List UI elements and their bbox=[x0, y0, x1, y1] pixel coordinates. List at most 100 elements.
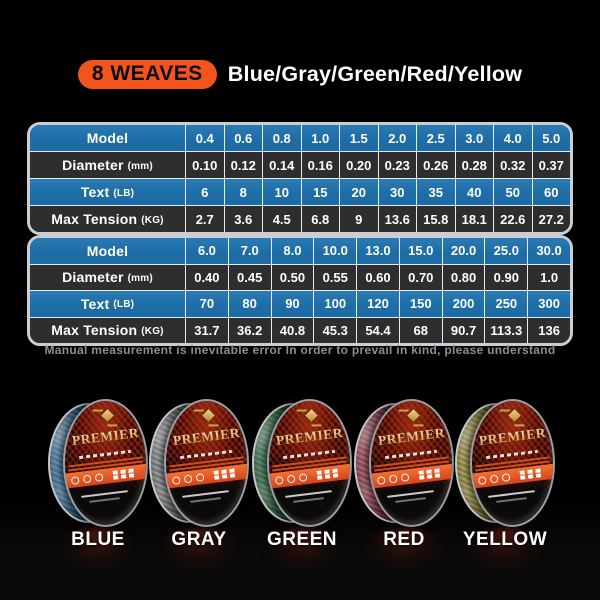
spec-mini-blocks bbox=[316, 467, 342, 480]
spec-mini-blocks bbox=[112, 467, 138, 480]
spec-value: 3.6 bbox=[223, 206, 263, 232]
spec-value: 18.1 bbox=[454, 206, 494, 232]
spec-value: 40 bbox=[454, 179, 494, 205]
spec-value: 0.70 bbox=[398, 264, 442, 290]
spec-value: 15.8 bbox=[416, 206, 455, 232]
label-website-line bbox=[395, 497, 427, 503]
feature-icon bbox=[400, 472, 410, 482]
spec-value: 25.0 bbox=[484, 238, 527, 264]
feature-icon bbox=[388, 474, 398, 483]
spool-label-face: PREMIER bbox=[63, 399, 148, 527]
row-label-text: Text bbox=[80, 184, 110, 200]
row-label-text: Max Tension bbox=[51, 322, 138, 339]
feature-icon bbox=[477, 475, 487, 485]
spec-table-large-sizes: Model 6.0 7.0 8.0 10.0 13.0 15.0 20.0 25.0 30.0 Di… bbox=[27, 235, 573, 346]
spec-value: 1.5 bbox=[339, 125, 378, 151]
spec-value: 0.40 bbox=[185, 264, 228, 290]
label-orange-band bbox=[371, 463, 452, 490]
row-unit-text: (LB) bbox=[113, 187, 135, 199]
feature-icon bbox=[298, 472, 308, 482]
spec-value: 30.0 bbox=[527, 238, 570, 264]
spec-value: 250 bbox=[484, 291, 527, 317]
row-label-text: Text bbox=[80, 295, 110, 312]
row-unit-text: (mm) bbox=[127, 272, 153, 284]
color-name-label: BLUE bbox=[71, 529, 125, 550]
row-label: Diameter (mm) bbox=[30, 152, 185, 178]
spec-value: 20 bbox=[339, 179, 378, 205]
brand-diamond-icon bbox=[305, 409, 318, 422]
spec-mini-blocks bbox=[418, 467, 444, 480]
measurement-note: Manual measurement is inevitable error I… bbox=[44, 343, 556, 357]
feature-icon bbox=[82, 474, 92, 483]
row-unit-text: (KG) bbox=[141, 214, 164, 226]
spool-reflection bbox=[463, 528, 547, 572]
spec-value: 200 bbox=[441, 291, 485, 317]
spec-value: 68 bbox=[398, 317, 442, 343]
spec-value: 0.23 bbox=[377, 152, 417, 178]
spec-value: 1.0 bbox=[527, 264, 570, 290]
spec-value: 4.0 bbox=[493, 125, 532, 151]
spec-value: 0.80 bbox=[441, 264, 485, 290]
spec-value: 54.4 bbox=[356, 317, 399, 343]
spec-value: 0.6 bbox=[223, 125, 263, 151]
spec-value: 9 bbox=[339, 206, 378, 232]
spool-reflection bbox=[260, 528, 344, 572]
spool-blue: PREMIER BLUE bbox=[48, 398, 148, 578]
spec-value: 50 bbox=[493, 179, 532, 205]
spec-value: 20.0 bbox=[441, 238, 485, 264]
spec-value: 6.8 bbox=[300, 206, 340, 232]
brand-diamond-icon bbox=[101, 409, 114, 422]
spec-value: 13.0 bbox=[356, 238, 399, 264]
spec-row-diameter: Diameter (mm) 0.10 0.12 0.14 0.16 0.20 0.23 0.26… bbox=[30, 151, 570, 178]
spool-label-face: PREMIER bbox=[470, 399, 555, 527]
spool-red: PREMIER RED bbox=[354, 398, 454, 578]
header: 8 WEAVES Blue/Gray/Green/Red/Yellow bbox=[0, 55, 600, 93]
brand-name: PREMIER bbox=[65, 424, 146, 450]
spec-row-diameter: Diameter (mm) 0.40 0.45 0.50 0.55 0.60 0.70 0.80… bbox=[30, 263, 570, 290]
spool-label-face: PREMIER bbox=[369, 399, 454, 527]
label-website-line bbox=[496, 497, 528, 503]
row-label: Max Tension (KG) bbox=[30, 318, 185, 344]
row-label-text: Max Tension bbox=[51, 211, 138, 227]
row-label-text: Diameter bbox=[62, 269, 124, 286]
spec-value: 4.5 bbox=[262, 206, 301, 232]
feature-icon bbox=[489, 474, 499, 483]
spec-value: 15 bbox=[300, 179, 340, 205]
row-label: Text (LB) bbox=[30, 179, 185, 205]
spool-yellow: PREMIER YELLOW bbox=[455, 398, 555, 578]
spec-value: 0.90 bbox=[484, 264, 527, 290]
label-orange-band bbox=[166, 463, 247, 490]
spec-value: 45.3 bbox=[313, 317, 356, 343]
spec-value: 0.37 bbox=[531, 152, 571, 178]
spec-value: 35 bbox=[416, 179, 455, 205]
label-orange-band bbox=[472, 463, 553, 490]
spec-row-model: Model 0.4 0.6 0.8 1.0 1.5 2.0 2.5 3.0 4.0 5.0 bbox=[30, 125, 570, 151]
spec-value: 0.20 bbox=[339, 152, 378, 178]
spec-value: 0.12 bbox=[223, 152, 263, 178]
feature-icon bbox=[171, 475, 181, 485]
feature-icon bbox=[501, 472, 511, 482]
color-name-label: GREEN bbox=[266, 529, 338, 550]
label-company-line bbox=[182, 490, 230, 498]
spec-value: 2.0 bbox=[377, 125, 417, 151]
spec-value: 36.2 bbox=[227, 317, 271, 343]
spec-value: 0.28 bbox=[454, 152, 494, 178]
spec-value: 0.60 bbox=[356, 264, 399, 290]
spec-value: 27.2 bbox=[531, 206, 571, 232]
spec-value: 6 bbox=[185, 179, 224, 205]
row-unit-text: (mm) bbox=[127, 160, 153, 172]
spec-value: 300 bbox=[527, 291, 570, 317]
spool-row: PREMIER BLUE PREMIER GRAY PREMIER GREEN PREMIE… bbox=[0, 398, 600, 583]
feature-icon bbox=[376, 475, 386, 485]
row-label-text: Diameter bbox=[62, 157, 124, 173]
color-name-label: YELLOW bbox=[462, 529, 548, 550]
row-unit-text: (KG) bbox=[141, 325, 164, 337]
label-orange-band bbox=[65, 463, 146, 490]
spec-value: 8.0 bbox=[270, 238, 314, 264]
row-label: Model bbox=[30, 125, 185, 151]
spec-value: 31.7 bbox=[185, 317, 228, 343]
spec-value: 2.7 bbox=[185, 206, 224, 232]
spec-value: 136 bbox=[527, 317, 570, 343]
spool-reflection bbox=[362, 528, 446, 572]
